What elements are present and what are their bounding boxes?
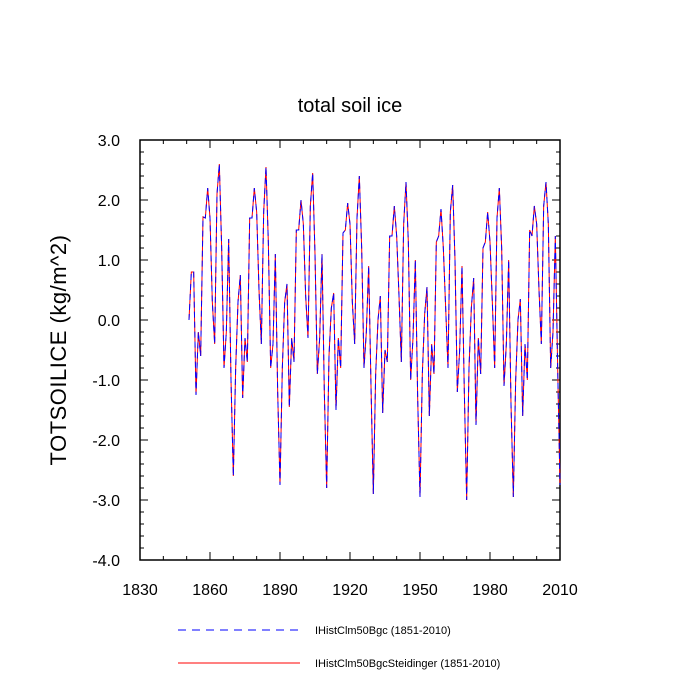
series-line-2 <box>188 163 561 501</box>
x-tick-label: 1860 <box>192 582 228 599</box>
y-axis-label: TOTSOILICE (kg/m^2) <box>46 235 71 466</box>
y-tick-label: 2.0 <box>98 193 120 210</box>
y-tick-label: -2.0 <box>92 433 120 450</box>
x-tick-label: 1830 <box>122 582 158 599</box>
chart-title: total soil ice <box>298 95 403 117</box>
y-tick-label: 0.0 <box>98 313 120 330</box>
x-tick-label: 1980 <box>472 582 508 599</box>
x-tick-label: 1950 <box>402 582 438 599</box>
x-tick-label: 1920 <box>332 582 368 599</box>
x-tick-label: 1890 <box>262 582 298 599</box>
y-tick-label: 3.0 <box>98 133 120 150</box>
y-tick-label: -3.0 <box>92 493 120 510</box>
legend-label-1: IHistClm50Bgc (1851-2010) <box>315 625 451 637</box>
x-tick-label: 2010 <box>542 582 578 599</box>
series-line-1 <box>188 163 561 501</box>
y-tick-label: -1.0 <box>92 373 120 390</box>
plot-area-border <box>139 139 561 561</box>
y-tick-label: -4.0 <box>92 553 120 570</box>
y-tick-label: 1.0 <box>98 253 120 270</box>
legend-label-2: IHistClm50BgcSteidinger (1851-2010) <box>315 658 500 670</box>
